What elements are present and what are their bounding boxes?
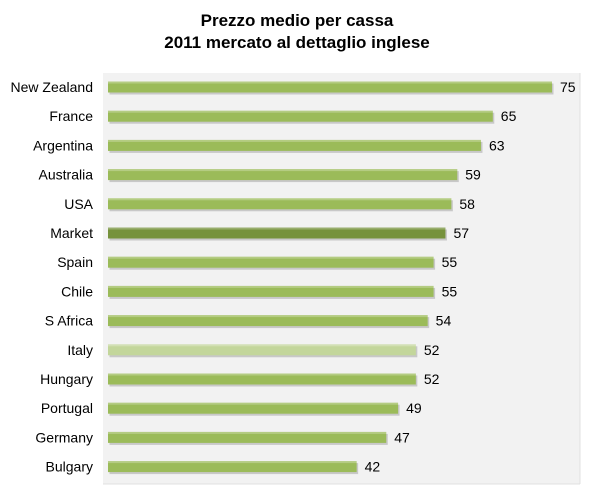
bar-highlight [108, 315, 428, 318]
bar-highlight [108, 373, 416, 376]
category-label: Germany [35, 429, 93, 445]
category-label: Italy [67, 342, 93, 358]
data-label: 59 [465, 167, 481, 183]
category-label: France [49, 108, 93, 124]
data-label: 47 [394, 429, 410, 445]
category-label: Portugal [41, 400, 93, 416]
data-label: 57 [453, 225, 469, 241]
category-label: S Africa [45, 313, 93, 329]
bar [108, 227, 446, 239]
bar [108, 285, 434, 297]
data-label: 54 [436, 313, 452, 329]
data-label: 52 [424, 342, 440, 358]
bar [108, 344, 416, 356]
category-label: Australia [39, 167, 94, 183]
bar-highlight [108, 139, 481, 142]
bar [108, 198, 452, 210]
category-label: Hungary [40, 371, 93, 387]
category-label: New Zealand [11, 79, 94, 95]
bar-highlight [108, 169, 458, 172]
data-label: 52 [424, 371, 440, 387]
chart-title-line-2: 2011 mercato al dettaglio inglese [164, 33, 430, 52]
bar [108, 256, 434, 268]
bar [108, 402, 399, 414]
bar-highlight [108, 285, 434, 288]
bar [108, 81, 552, 93]
plot-area-background [103, 73, 580, 484]
chart-title: Prezzo medio per cassa 2011 mercato al d… [0, 10, 594, 54]
category-label: USA [64, 196, 93, 212]
data-label: 55 [442, 283, 458, 299]
data-label: 58 [459, 196, 475, 212]
category-label: Chile [61, 283, 93, 299]
data-label: 55 [442, 254, 458, 270]
category-label: Spain [57, 254, 93, 270]
bar [108, 373, 416, 385]
category-label: Bulgary [46, 459, 93, 475]
data-label: 42 [365, 459, 381, 475]
bar [108, 169, 458, 181]
category-label: Argentina [33, 137, 93, 153]
data-label: 63 [489, 137, 505, 153]
bar-highlight [108, 110, 493, 113]
chart-title-line-1: Prezzo medio per cassa [200, 11, 394, 30]
data-label: 65 [501, 108, 517, 124]
data-label: 75 [560, 79, 576, 95]
bar-highlight [108, 402, 399, 405]
bar-highlight [108, 344, 416, 347]
bar-highlight [108, 256, 434, 259]
bar [108, 461, 357, 473]
data-label: 49 [406, 400, 422, 416]
bar [108, 139, 481, 151]
bar [108, 315, 428, 327]
category-label: Market [50, 225, 93, 241]
bar-highlight [108, 227, 446, 230]
bar-highlight [108, 81, 552, 84]
bar [108, 110, 493, 122]
bar-highlight [108, 461, 357, 464]
bar [108, 431, 387, 443]
bar-highlight [108, 431, 387, 434]
bar-highlight [108, 198, 452, 201]
